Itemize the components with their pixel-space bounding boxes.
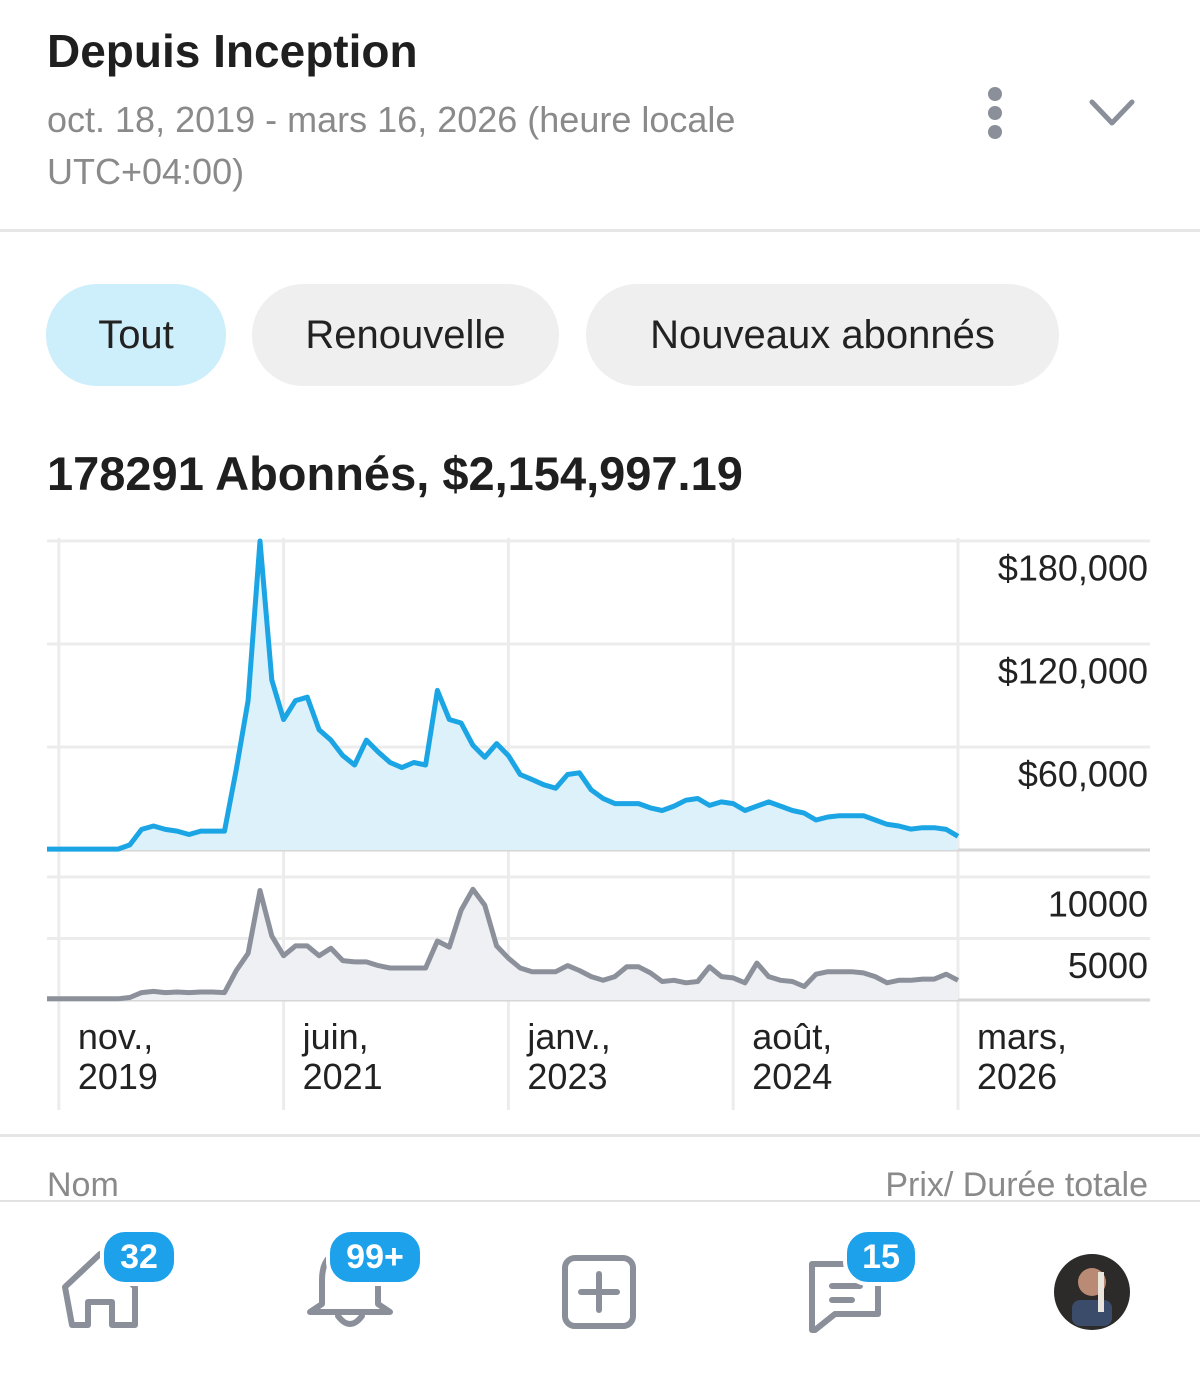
badge: 32 [100, 1228, 178, 1286]
badge: 99+ [326, 1228, 424, 1286]
y-tick-label: $120,000 [998, 651, 1148, 692]
x-tick-label: janv., 2023 [527, 1016, 611, 1097]
tab[interactable]: Nouveaux abonnés [586, 284, 1059, 386]
area-fill [47, 889, 958, 1000]
line [47, 886, 960, 1002]
column-header: Nom [47, 1166, 119, 1204]
chart: $60,000 $120,000 $180,000 5000 10000 [47, 538, 1150, 1110]
more-button[interactable] [988, 87, 1002, 139]
summary: 178291 Abonnés, $2,154,997.19 [47, 447, 743, 500]
y-tick-label: $180,000 [998, 548, 1148, 589]
x-tick-label: août, 2024 [752, 1016, 833, 1097]
create-icon-plus [578, 1271, 620, 1313]
badge: 15 [843, 1228, 919, 1286]
y-tick-label: 10000 [1048, 884, 1148, 925]
header-subtitle: oct. 18, 2019 - mars 16, 2026 (heure loc… [47, 99, 736, 192]
divider [0, 1134, 1200, 1137]
column-header: Prix/ Durée totale [885, 1166, 1148, 1204]
x-tick-label: mars, 2026 [977, 1016, 1067, 1097]
profile-avatar[interactable] [1054, 1254, 1130, 1330]
tab[interactable]: Tout [46, 284, 226, 386]
tab[interactable]: Renouvelle [252, 284, 559, 386]
collapse-button[interactable] [1089, 99, 1135, 126]
bottom-nav: 32 99+ 15 [0, 1200, 1200, 1380]
area-fill [47, 541, 958, 850]
x-tick-label: nov., 2019 [77, 1016, 158, 1097]
y-tick-label: 5000 [1068, 945, 1148, 986]
create-icon[interactable] [562, 1255, 636, 1329]
header-title: Depuis Inception [47, 25, 418, 77]
x-tick-label: juin, 2021 [302, 1016, 383, 1097]
divider [0, 229, 1200, 232]
nav-icons [62, 1247, 1130, 1333]
y-tick-label: $60,000 [1018, 754, 1148, 795]
header-actions [988, 87, 1135, 139]
line [47, 538, 960, 852]
